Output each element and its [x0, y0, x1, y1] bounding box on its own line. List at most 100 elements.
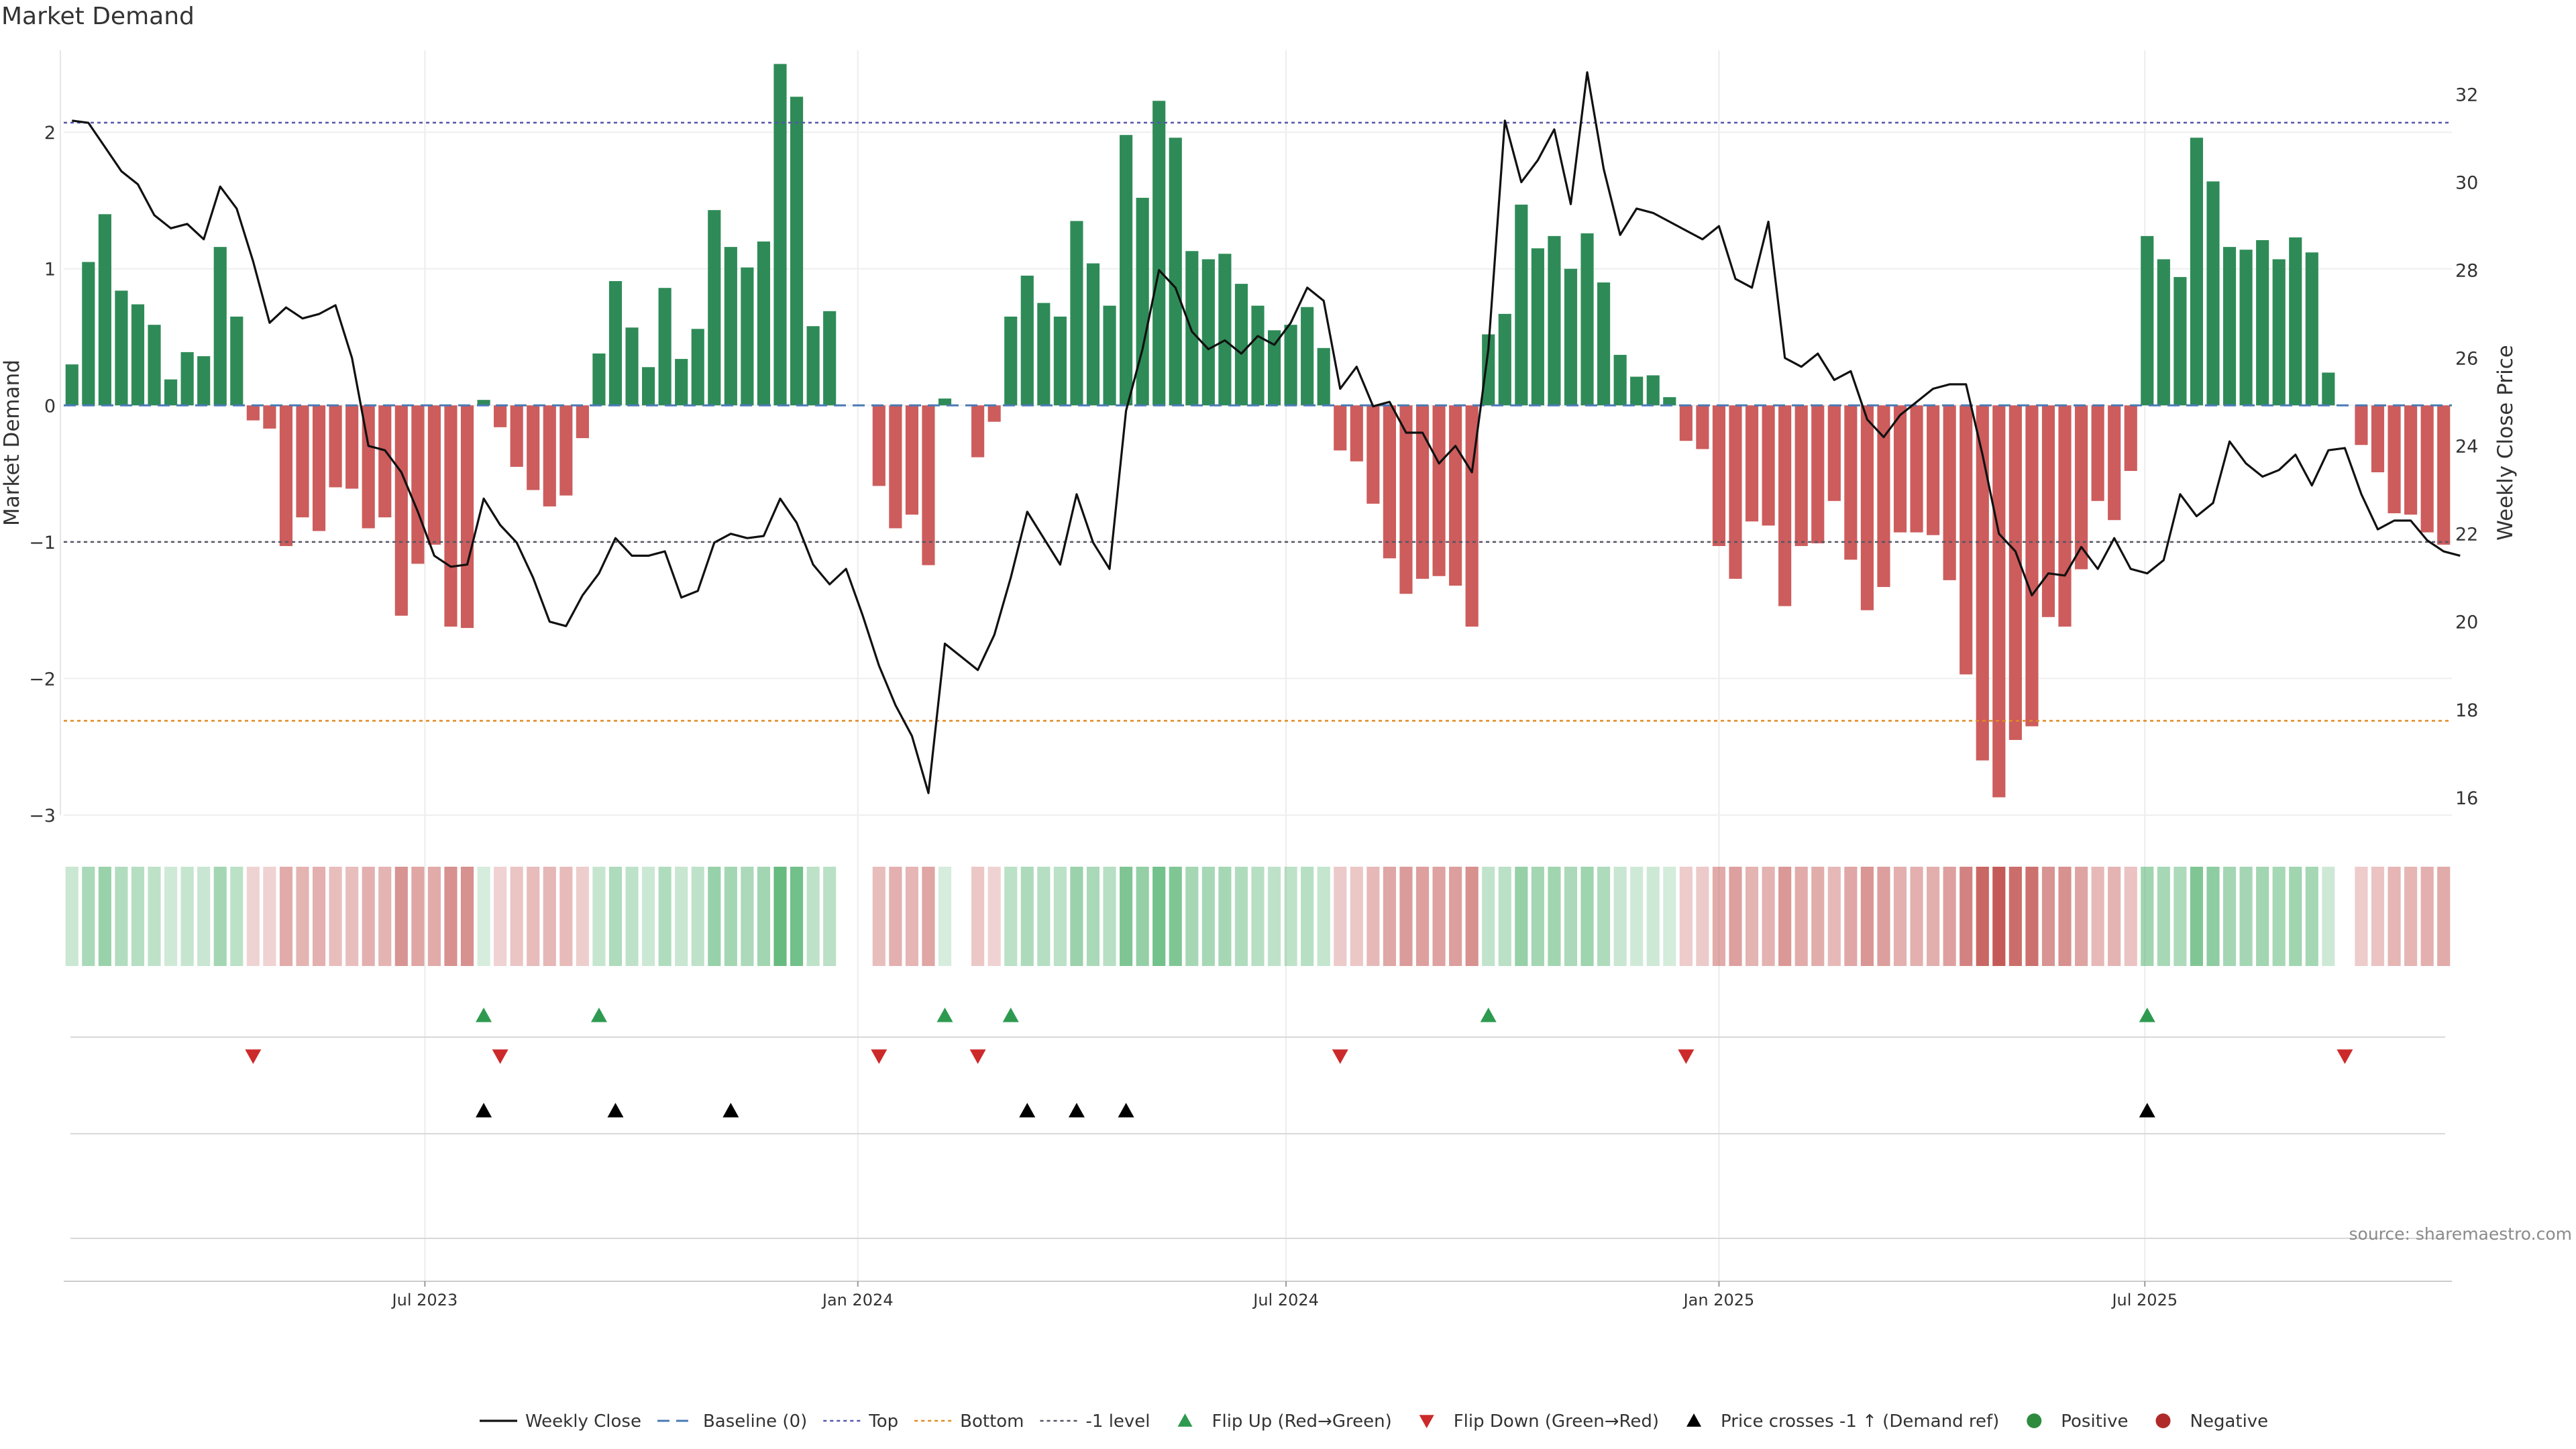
positive-demand-bar	[1498, 313, 1511, 406]
negative-demand-bar	[2437, 405, 2451, 545]
legend-swatch-positive	[2027, 1413, 2042, 1428]
negative-demand-bar	[1696, 405, 1709, 449]
positive-demand-bar	[1152, 101, 1166, 406]
positive-demand-bar	[691, 329, 704, 406]
positive-heat-cell	[180, 867, 194, 966]
flip-down-marker	[969, 1049, 986, 1064]
negative-heat-cell	[378, 867, 392, 966]
positive-demand-bar	[1301, 307, 1314, 406]
price-cross-marker	[2139, 1103, 2155, 1118]
positive-demand-bar	[2256, 239, 2269, 406]
positive-heat-cell	[757, 867, 771, 966]
negative-heat-cell	[2058, 867, 2072, 966]
positive-demand-bar	[790, 97, 804, 406]
positive-heat-cell	[2322, 867, 2335, 966]
negative-demand-bar	[1465, 405, 1479, 627]
chart-title: Market Demand	[1, 3, 195, 30]
positive-demand-bar	[2141, 235, 2154, 406]
flip-down-marker	[2337, 1049, 2353, 1064]
negative-demand-bar	[1366, 405, 1380, 504]
negative-demand-bar	[329, 405, 342, 488]
negative-heat-cell	[460, 867, 474, 966]
positive-heat-cell	[658, 867, 672, 966]
legend-swatch-flip-up	[1177, 1413, 1193, 1427]
positive-heat-cell	[1201, 867, 1215, 966]
legend-label: Flip Down (Green→Red)	[1454, 1411, 1659, 1432]
positive-heat-cell	[1564, 867, 1578, 966]
negative-demand-bar	[1860, 405, 1874, 610]
positive-heat-cell	[1317, 867, 1330, 966]
negative-demand-bar	[2108, 405, 2121, 521]
right-tick-label: 28	[2455, 261, 2478, 282]
negative-heat-cell	[1712, 867, 1726, 966]
left-tick-label: 2	[44, 123, 56, 144]
price-cross-marker	[1068, 1103, 1085, 1118]
positive-heat-cell	[2157, 867, 2170, 966]
price-cross-marker	[722, 1103, 739, 1118]
negative-heat-cell	[559, 867, 573, 966]
positive-heat-cell	[164, 867, 178, 966]
negative-heat-cell	[411, 867, 425, 966]
negative-demand-bar	[1350, 405, 1363, 462]
positive-heat-cell	[1169, 867, 1182, 966]
positive-demand-bar	[2272, 259, 2286, 406]
negative-demand-bar	[246, 405, 260, 421]
legend-swatch-flip-down	[1419, 1415, 1434, 1428]
positive-heat-cell	[675, 867, 688, 966]
flip-down-marker	[871, 1049, 888, 1064]
negative-heat-cell	[2437, 867, 2451, 966]
right-tick-label: 20	[2455, 612, 2478, 633]
positive-heat-cell	[1185, 867, 1199, 966]
positive-heat-cell	[1515, 867, 1528, 966]
negative-demand-bar	[1893, 405, 1907, 533]
price-cross-marker	[1118, 1103, 1134, 1118]
legend-label: Negative	[2190, 1411, 2269, 1432]
negative-heat-cell	[2041, 867, 2055, 966]
positive-demand-bar	[1646, 375, 1660, 406]
left-tick-label: 0	[44, 396, 56, 417]
positive-demand-bar	[773, 64, 787, 406]
negative-demand-bar	[872, 405, 885, 486]
negative-demand-bar	[971, 405, 985, 458]
positive-heat-cell	[1070, 867, 1083, 966]
right-tick-label: 30	[2455, 173, 2478, 194]
negative-demand-bar	[1943, 405, 1956, 580]
right-tick-label: 18	[2455, 700, 2478, 721]
negative-demand-bar	[378, 405, 392, 518]
positive-demand-bar	[1070, 221, 1083, 406]
positive-demand-bar	[757, 241, 771, 406]
negative-heat-cell	[1992, 867, 2006, 966]
negative-heat-cell	[1465, 867, 1479, 966]
negative-demand-bar	[2387, 405, 2401, 514]
x-tick-label: Jan 2025	[1682, 1291, 1755, 1309]
negative-demand-bar	[2404, 405, 2418, 515]
legend-label: Bottom	[960, 1411, 1024, 1432]
negative-demand-bar	[510, 405, 523, 467]
positive-heat-cell	[1004, 867, 1018, 966]
positive-demand-bar	[1234, 284, 1248, 406]
left-axis-title: Market Demand	[0, 360, 24, 526]
negative-heat-cell	[2091, 867, 2104, 966]
positive-demand-bar	[131, 304, 145, 406]
positive-heat-cell	[148, 867, 161, 966]
negative-heat-cell	[2124, 867, 2137, 966]
positive-demand-bar	[2190, 138, 2204, 406]
flip-down-marker	[492, 1049, 508, 1064]
flip-up-marker	[2139, 1008, 2155, 1022]
negative-heat-cell	[427, 867, 441, 966]
negative-heat-cell	[1893, 867, 1907, 966]
negative-demand-bar	[905, 405, 918, 515]
positive-heat-cell	[938, 867, 952, 966]
positive-heat-cell	[724, 867, 737, 966]
positive-heat-cell	[1531, 867, 1544, 966]
positive-heat-cell	[790, 867, 804, 966]
flip-down-marker	[1678, 1049, 1695, 1064]
negative-demand-bar	[411, 405, 425, 564]
negative-demand-bar	[1778, 405, 1792, 606]
positive-demand-bar	[1201, 259, 1215, 406]
positive-demand-bar	[1482, 334, 1495, 406]
negative-demand-bar	[296, 405, 309, 518]
positive-heat-cell	[625, 867, 639, 966]
negative-demand-bar	[889, 405, 902, 529]
positive-demand-bar	[65, 364, 78, 406]
